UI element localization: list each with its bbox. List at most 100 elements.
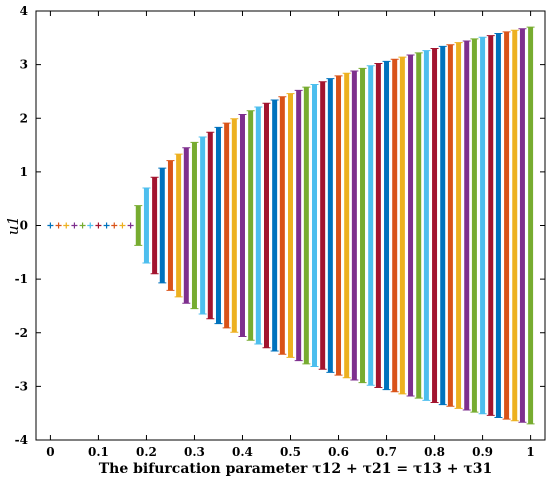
y-tick-label: 3 xyxy=(20,58,28,72)
amplitude-caps xyxy=(414,52,423,399)
oscillation-band xyxy=(528,27,534,424)
amplitude-caps xyxy=(366,65,375,386)
x-tick-label: 0.8 xyxy=(424,445,445,459)
amplitude-caps xyxy=(430,48,439,403)
oscillation-band xyxy=(432,48,438,403)
y-axis-label-text: u1 xyxy=(4,216,22,235)
bifurcation-column xyxy=(158,167,167,284)
oscillation-band xyxy=(200,137,206,314)
bifurcation-column xyxy=(462,40,471,411)
oscillation-band xyxy=(519,28,525,423)
bifurcation-column xyxy=(87,222,94,229)
bifurcation-column xyxy=(518,28,527,423)
y-axis-ticks: 4 3 2 1 0 -1 -2 -3 -4 xyxy=(15,4,545,447)
amplitude-caps xyxy=(166,160,175,291)
amplitude-caps xyxy=(398,56,407,395)
bifurcation-column xyxy=(230,118,239,333)
amplitude-caps xyxy=(406,54,415,397)
oscillation-band xyxy=(183,147,189,304)
oscillation-band xyxy=(447,44,453,407)
amplitude-caps xyxy=(502,31,511,420)
bifurcation-column xyxy=(310,83,319,368)
bifurcation-column xyxy=(470,38,479,413)
bifurcation-column xyxy=(150,176,159,275)
oscillation-band xyxy=(167,160,173,291)
bifurcation-column xyxy=(222,122,231,329)
amplitude-caps xyxy=(270,99,279,352)
bifurcation-column xyxy=(390,58,399,393)
x-tick-label: 0.1 xyxy=(88,445,109,459)
equilibrium-point xyxy=(63,222,70,229)
oscillation-band xyxy=(336,75,342,376)
amplitude-caps xyxy=(526,26,535,425)
bifurcation-column xyxy=(406,54,415,397)
oscillation-band xyxy=(488,35,494,416)
amplitude-caps xyxy=(422,50,431,401)
oscillation-band xyxy=(399,57,405,394)
bifurcation-column xyxy=(302,86,311,365)
amplitude-caps xyxy=(182,147,191,304)
oscillation-band xyxy=(512,30,518,421)
bifurcation-column xyxy=(326,78,335,373)
oscillation-band xyxy=(143,187,149,264)
bifurcation-column xyxy=(318,81,327,370)
amplitude-caps xyxy=(358,67,367,384)
amplitude-caps xyxy=(326,78,335,373)
oscillation-band xyxy=(495,33,501,418)
amplitude-caps xyxy=(206,131,215,320)
amplitude-caps xyxy=(190,141,199,310)
amplitude-caps xyxy=(382,60,391,391)
equilibrium-point xyxy=(87,222,94,229)
amplitude-caps xyxy=(470,38,479,413)
oscillation-band xyxy=(504,31,510,420)
x-tick-label: 0.5 xyxy=(280,445,301,459)
bifurcation-column xyxy=(246,110,255,341)
bifurcation-column xyxy=(262,102,271,349)
bifurcation-column xyxy=(414,52,423,399)
amplitude-caps xyxy=(262,102,271,349)
amplitude-caps xyxy=(310,83,319,368)
oscillation-band xyxy=(312,84,318,367)
oscillation-band xyxy=(303,87,309,364)
equilibrium-point xyxy=(127,222,134,229)
oscillation-band xyxy=(368,65,374,386)
bifurcation-column xyxy=(278,96,287,355)
bifurcation-column xyxy=(494,33,503,418)
bifurcation-column xyxy=(446,44,455,407)
bifurcation-column xyxy=(119,222,126,229)
oscillation-band xyxy=(392,59,398,392)
oscillation-band xyxy=(135,205,141,246)
amplitude-caps xyxy=(390,58,399,393)
bifurcation-column xyxy=(422,50,431,401)
equilibrium-point xyxy=(55,222,62,229)
amplitude-caps xyxy=(158,167,167,284)
equilibrium-point xyxy=(103,222,110,229)
amplitude-caps xyxy=(214,126,223,325)
amplitude-caps xyxy=(302,86,311,365)
oscillation-band xyxy=(224,123,230,328)
amplitude-caps xyxy=(518,28,527,423)
amplitude-caps xyxy=(510,29,519,422)
y-tick-label: -1 xyxy=(15,272,28,286)
bifurcation-column xyxy=(526,26,535,425)
oscillation-band xyxy=(255,106,261,345)
bifurcation-column xyxy=(270,99,279,352)
x-tick-label: 0.4 xyxy=(232,445,253,459)
amplitude-caps xyxy=(334,75,343,376)
oscillation-band xyxy=(231,118,237,333)
oscillation-band xyxy=(351,71,357,380)
amplitude-caps xyxy=(438,45,447,406)
equilibrium-point xyxy=(119,222,126,229)
x-tick-label: 0.6 xyxy=(328,445,349,459)
oscillation-band xyxy=(279,96,285,355)
oscillation-band xyxy=(248,110,254,341)
oscillation-band xyxy=(464,41,470,410)
x-tick-label: 0 xyxy=(46,445,54,459)
amplitude-caps xyxy=(150,176,159,275)
bifurcation-column xyxy=(47,222,54,229)
oscillation-band xyxy=(440,46,446,405)
bifurcation-column xyxy=(63,222,70,229)
amplitude-caps xyxy=(486,35,495,416)
oscillation-band xyxy=(327,78,333,373)
